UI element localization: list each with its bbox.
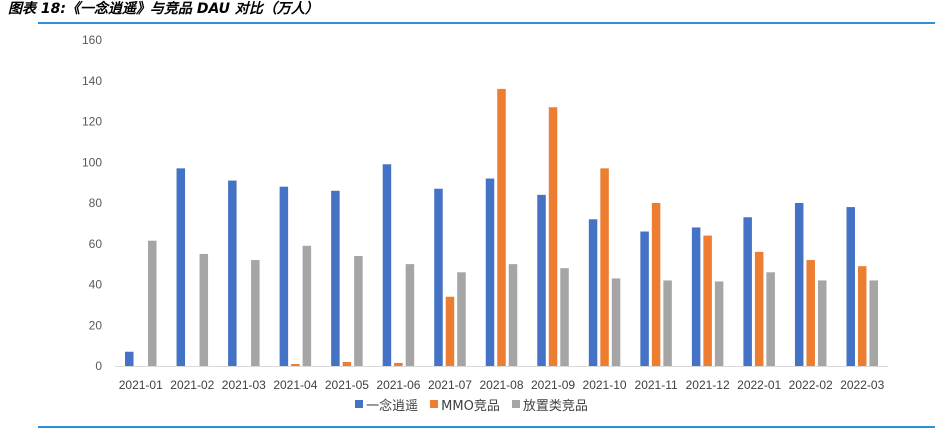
bar (611, 278, 621, 366)
legend-swatch (430, 400, 439, 408)
bar (640, 231, 649, 366)
bar (445, 296, 455, 366)
bar (754, 251, 764, 366)
bar (794, 203, 804, 366)
y-tick-label: 140 (82, 74, 102, 88)
x-tick-label: 2021-06 (376, 378, 420, 392)
bar (382, 164, 392, 366)
x-tick-label: 2021-10 (583, 378, 627, 392)
legend-item: 一念逍遥 (355, 395, 418, 414)
bar (497, 88, 506, 367)
bar (548, 107, 558, 367)
bar (806, 260, 815, 366)
bar (354, 255, 363, 366)
bar (817, 280, 827, 366)
legend-swatch (511, 400, 520, 408)
bar (691, 227, 701, 366)
top-rule (38, 22, 935, 24)
bar (588, 219, 598, 366)
bar (508, 264, 518, 366)
x-tick-label: 2021-11 (635, 378, 678, 392)
bar (457, 272, 466, 366)
bars (125, 88, 878, 367)
bar (560, 268, 569, 366)
x-tick-label: 2022-03 (840, 378, 884, 392)
x-tick-label: 2021-08 (479, 378, 523, 392)
x-tick-label: 2021-03 (222, 378, 266, 392)
legend-swatch (355, 400, 364, 408)
y-tick-label: 20 (89, 318, 103, 332)
y-tick-label: 0 (95, 359, 102, 373)
y-tick-label: 120 (82, 115, 102, 129)
legend-item: 放置类竞品 (511, 395, 588, 414)
bar (331, 190, 340, 366)
bar (651, 203, 661, 366)
y-tick-label: 60 (89, 237, 103, 251)
x-tick-label: 2021-09 (531, 378, 575, 392)
chart-legend: 一念逍遥 MMO竞品 放置类竞品 (0, 394, 943, 414)
bar (846, 207, 855, 366)
bar (251, 260, 260, 366)
x-tick-label: 2021-07 (428, 378, 472, 392)
bar (342, 361, 352, 366)
bar (228, 180, 237, 366)
y-tick-label: 100 (82, 155, 102, 169)
bar (279, 186, 289, 366)
x-tick-label: 2021-04 (273, 378, 317, 392)
bar (537, 194, 546, 366)
x-axis-ticks: 2021-01 2021-02 2021-03 2021-04 2021-05 2021-… (119, 378, 885, 392)
x-tick-label: 2021-05 (325, 378, 369, 392)
bar (703, 235, 712, 366)
legend-label: MMO竞品 (441, 398, 500, 414)
x-tick-label: 2022-02 (789, 378, 833, 392)
x-tick-label: 2021-12 (686, 378, 730, 392)
bar (714, 281, 724, 366)
bar (743, 217, 752, 366)
bar (766, 272, 775, 366)
bar (600, 168, 609, 366)
legend-item: MMO竞品 (430, 395, 500, 414)
bar (394, 362, 403, 366)
bottom-rule (38, 426, 935, 428)
x-tick-label: 2022-01 (737, 378, 781, 392)
bar (125, 351, 134, 366)
bar (869, 280, 878, 366)
bar (434, 188, 443, 366)
legend-label: 一念逍遥 (366, 398, 419, 414)
bar (291, 363, 300, 366)
bar (857, 266, 867, 366)
y-tick-label: 160 (82, 33, 102, 47)
bar (663, 280, 672, 366)
bar (485, 178, 495, 366)
legend-label: 放置类竞品 (522, 398, 588, 414)
y-axis-ticks: 0 20 40 60 80 100 120 140 160 (82, 33, 102, 373)
y-tick-label: 40 (89, 278, 103, 292)
bar (176, 168, 186, 366)
bar (199, 253, 209, 366)
x-tick-label: 2021-01 (119, 378, 163, 392)
x-tick-label: 2021-02 (170, 378, 214, 392)
figure-title: 图表 18:《一念逍遥》与竞品 DAU 对比（万人） (8, 1, 319, 17)
bar (405, 264, 415, 366)
bar (148, 240, 157, 366)
bar (302, 245, 312, 366)
y-tick-label: 80 (89, 196, 103, 210)
